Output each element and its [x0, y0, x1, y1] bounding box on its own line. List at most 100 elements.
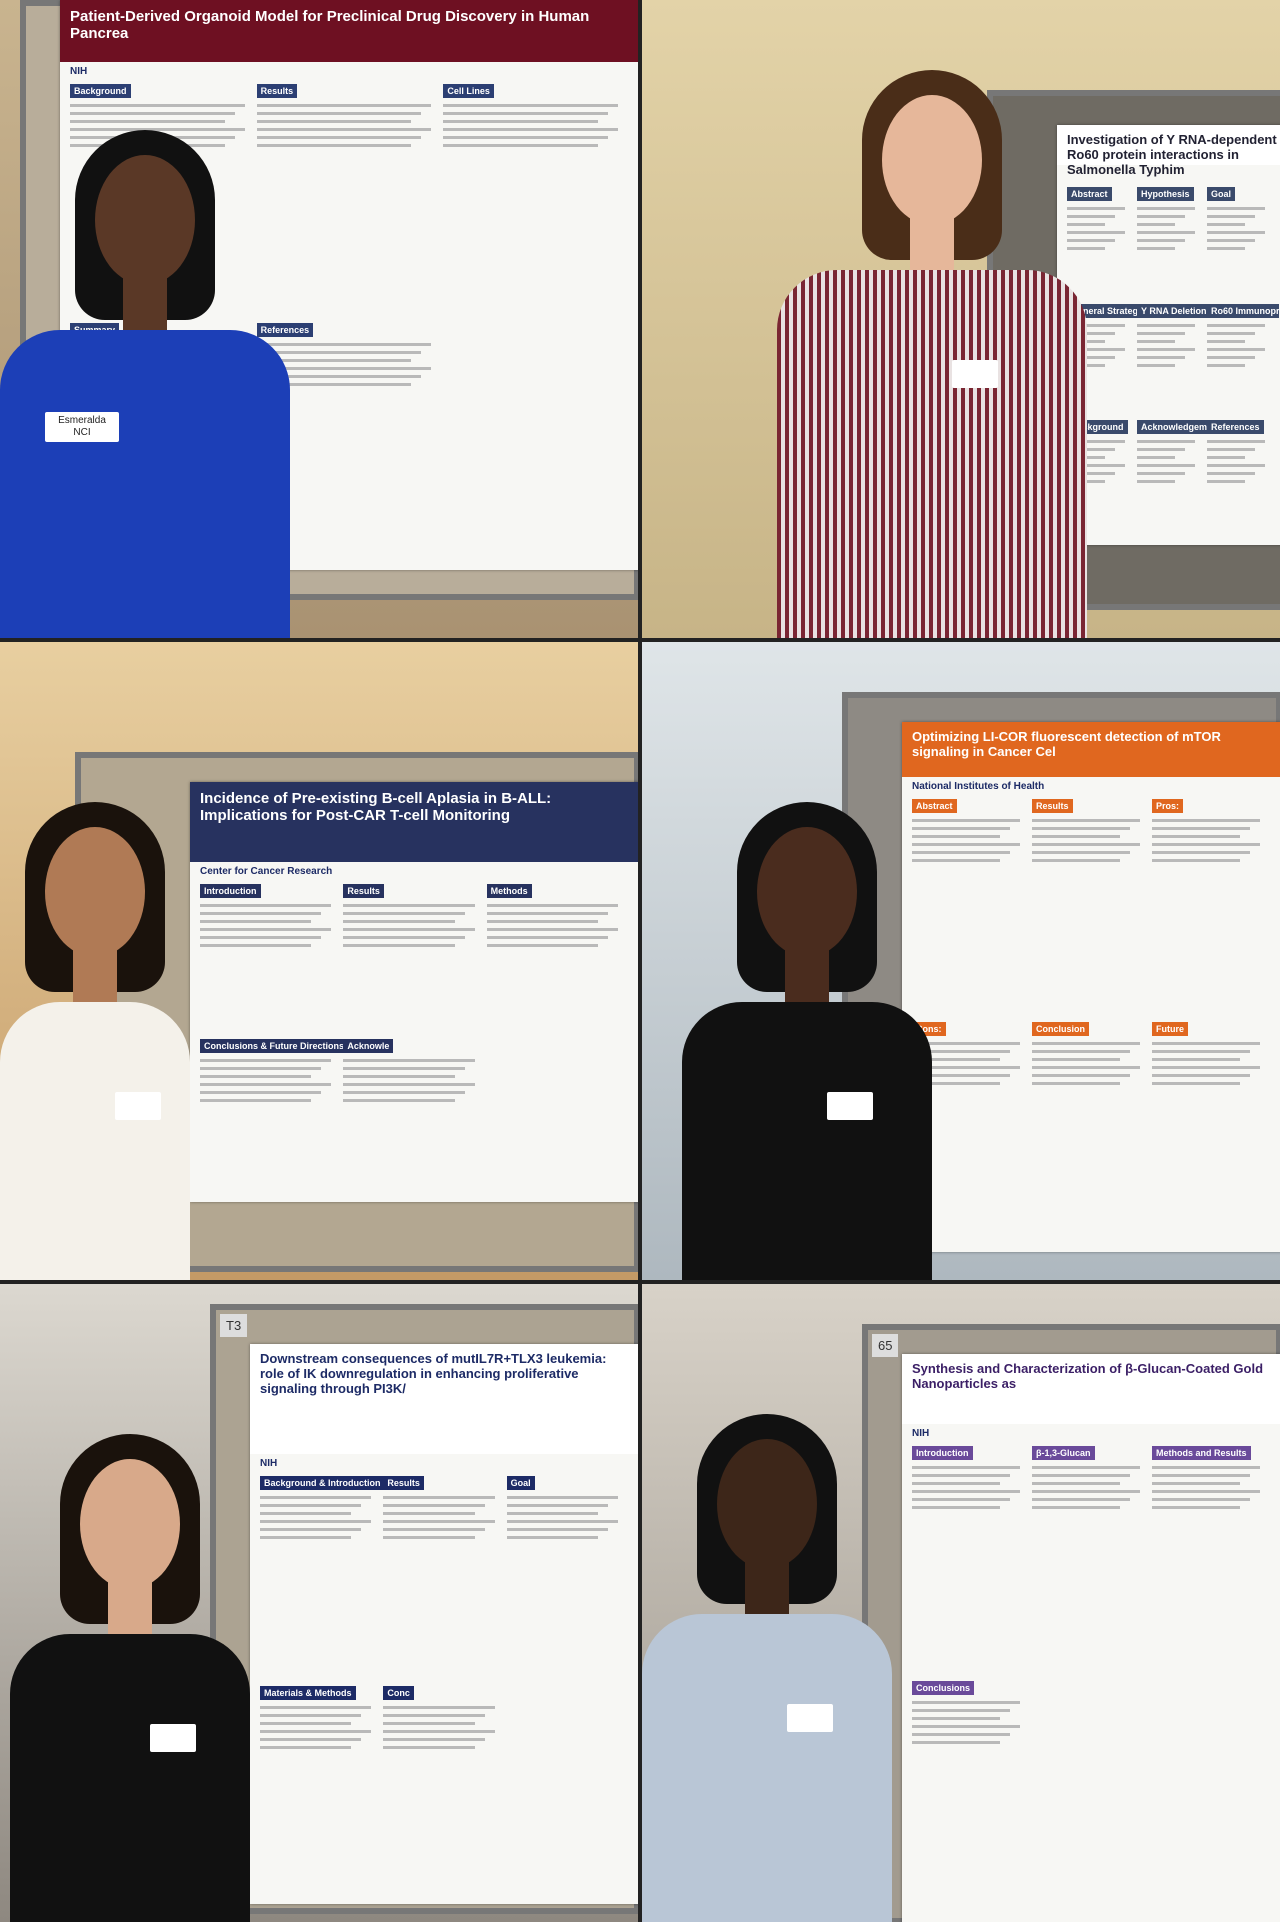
text-block: [1152, 1057, 1240, 1061]
text-block: [1067, 223, 1105, 226]
text-block: [486, 928, 618, 931]
text-block: [256, 144, 412, 147]
text-block: [443, 112, 608, 115]
text-block: [343, 904, 475, 907]
text-block: [343, 936, 465, 939]
text-block: [383, 1528, 485, 1531]
text-block: [1137, 456, 1175, 460]
text-block: [486, 920, 598, 923]
text-block: [1207, 472, 1255, 476]
text-block: [1137, 239, 1185, 242]
poster: Patient-Derived Organoid Model for Precl…: [60, 0, 638, 570]
poster-title: Investigation of Y RNA-dependent Ro60 pr…: [1067, 132, 1277, 177]
text-block: [200, 928, 332, 931]
text-block: [1207, 363, 1245, 367]
name-tag: [150, 1724, 196, 1752]
text-block: [1137, 207, 1195, 210]
section-header: Methods: [486, 884, 532, 898]
text-block: [1207, 247, 1245, 250]
text-block: [1152, 1474, 1250, 1477]
text-block: [200, 1083, 332, 1086]
text-block: [343, 944, 455, 947]
text-block: [1152, 1498, 1250, 1501]
text-block: [256, 128, 432, 131]
text-block: [1032, 835, 1120, 838]
text-block: [200, 1075, 312, 1078]
section-header: Results: [256, 84, 298, 98]
person-body: [10, 1634, 250, 1922]
text-block: [1152, 1073, 1250, 1077]
text-block: [200, 1091, 322, 1094]
text-block: [256, 375, 422, 378]
text-block: [1137, 480, 1175, 484]
text-block: [260, 1730, 372, 1733]
text-block: [256, 383, 412, 386]
poster: Synthesis and Characterization of β-Gluc…: [902, 1354, 1280, 1922]
photo: Incidence of Pre-existing B-cell Aplasia…: [0, 642, 638, 1280]
text-block: [256, 112, 422, 115]
text-block: [260, 1536, 352, 1539]
text-block: [1032, 1482, 1120, 1485]
text-block: [443, 144, 598, 147]
text-block: [1152, 827, 1250, 830]
section-header: Results: [343, 884, 384, 898]
text-block: [1067, 239, 1115, 242]
person-face: [882, 95, 982, 225]
section-header: Cell Lines: [443, 84, 494, 98]
poster-header: [1057, 125, 1280, 165]
text-block: [260, 1512, 352, 1515]
text-block: [443, 120, 598, 123]
name-tag: [952, 360, 998, 388]
person-neck: [108, 1574, 152, 1644]
text-block: [1032, 1049, 1130, 1053]
text-block: [1207, 355, 1255, 359]
text-block: [256, 136, 422, 139]
text-block: [912, 827, 1010, 830]
text-block: [256, 104, 432, 107]
person-face: [717, 1439, 817, 1569]
photo: Patient-Derived Organoid Model for Precl…: [0, 0, 638, 638]
text-block: [260, 1520, 372, 1523]
text-block: [1032, 1065, 1140, 1069]
section-header: References: [256, 323, 314, 337]
text-block: [1137, 331, 1185, 335]
text-block: [1152, 1081, 1240, 1085]
text-block: [1152, 1482, 1240, 1485]
poster-title: Synthesis and Characterization of β-Gluc…: [912, 1361, 1264, 1391]
poster: Downstream consequences of mutIL7R+TLX3 …: [250, 1344, 638, 1904]
name-tag: [827, 1092, 873, 1120]
section-header: Goal: [506, 1476, 535, 1490]
text-block: [443, 136, 608, 139]
text-block: [70, 104, 245, 107]
text-block: [1207, 339, 1245, 343]
text-block: [200, 1059, 332, 1062]
text-block: [1152, 1041, 1260, 1045]
text-block: [383, 1706, 495, 1709]
text-block: [912, 1490, 1020, 1493]
text-block: [912, 1482, 1000, 1485]
section-header: References: [1207, 420, 1264, 435]
text-block: [383, 1520, 495, 1523]
text-block: [260, 1722, 352, 1725]
text-block: [1207, 239, 1255, 242]
text-block: [1067, 231, 1125, 234]
text-block: [200, 912, 322, 915]
text-block: [912, 1041, 1020, 1045]
text-block: [1207, 207, 1265, 210]
text-block: [1137, 464, 1195, 468]
text-block: [1067, 331, 1115, 335]
text-block: [200, 920, 312, 923]
text-block: [486, 904, 618, 907]
section-header: Background & Introduction: [260, 1476, 385, 1490]
text-block: [260, 1706, 372, 1709]
text-block: [1207, 456, 1245, 460]
text-block: [70, 120, 225, 123]
text-block: [1032, 827, 1130, 830]
text-block: [1207, 331, 1255, 335]
text-block: [260, 1496, 372, 1499]
person-body: [642, 1614, 892, 1922]
text-block: [343, 1099, 455, 1102]
text-block: [1152, 859, 1240, 862]
poster-logo: NIH: [260, 1458, 278, 1469]
poster-logo: NIH: [912, 1428, 930, 1439]
